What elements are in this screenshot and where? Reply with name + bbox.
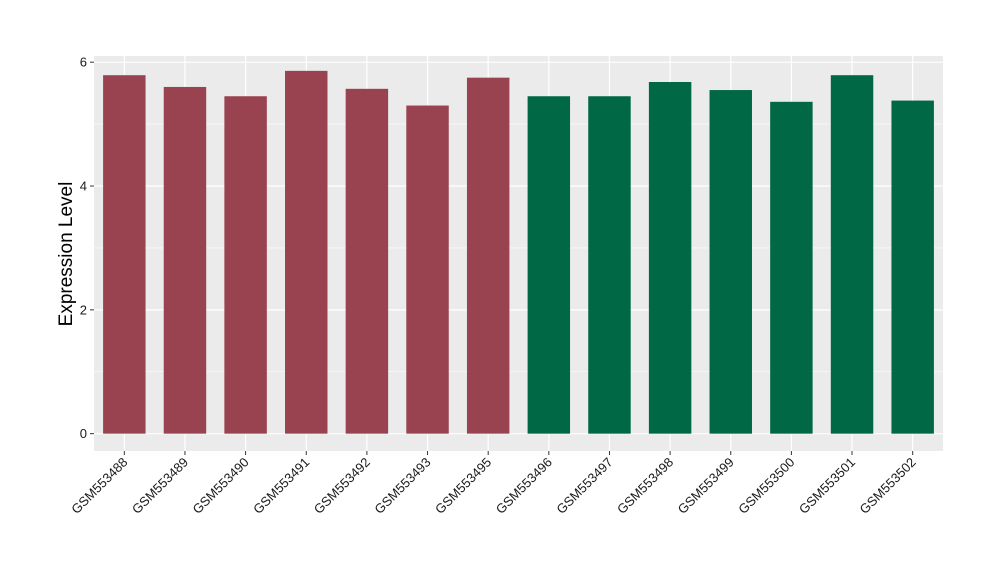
x-tick-label: GSM553495 [432, 455, 494, 517]
x-tick-label: GSM553493 [371, 455, 433, 517]
y-tick-label: 2 [80, 302, 87, 317]
x-tick-label: GSM553502 [857, 455, 919, 517]
x-tick-label: GSM553499 [675, 455, 737, 517]
bar [770, 101, 813, 434]
bar [345, 88, 389, 434]
x-tick-label: GSM553496 [493, 455, 555, 517]
x-axis: GSM553488GSM553489GSM553490GSM553491GSM5… [68, 451, 919, 517]
x-tick-label: GSM553498 [614, 455, 676, 517]
y-tick-label: 6 [80, 55, 87, 70]
bar [466, 77, 510, 434]
bar [285, 70, 328, 434]
bar [588, 96, 631, 434]
bar [830, 75, 874, 434]
bar [527, 96, 571, 434]
bars [103, 70, 934, 434]
y-tick-label: 0 [80, 426, 87, 441]
bar [648, 82, 692, 434]
bar [103, 75, 146, 434]
y-axis-title: Expression Level [56, 182, 77, 327]
x-tick-label: GSM553500 [735, 455, 797, 517]
bar [709, 90, 752, 434]
x-tick-label: GSM553501 [796, 455, 858, 517]
bar [406, 105, 449, 434]
x-tick-label: GSM553492 [311, 455, 373, 517]
bar [163, 86, 207, 434]
x-tick-label: GSM553488 [68, 455, 130, 517]
y-axis: 0 2 4 6 [80, 55, 94, 441]
x-tick-label: GSM553491 [250, 455, 312, 517]
x-tick-label: GSM553497 [553, 455, 615, 517]
bar [224, 96, 267, 434]
x-tick-label: GSM553490 [190, 455, 252, 517]
y-tick-label: 4 [80, 179, 87, 194]
x-tick-label: GSM553489 [129, 455, 191, 517]
plot-panel [94, 56, 943, 451]
bar [891, 100, 934, 434]
